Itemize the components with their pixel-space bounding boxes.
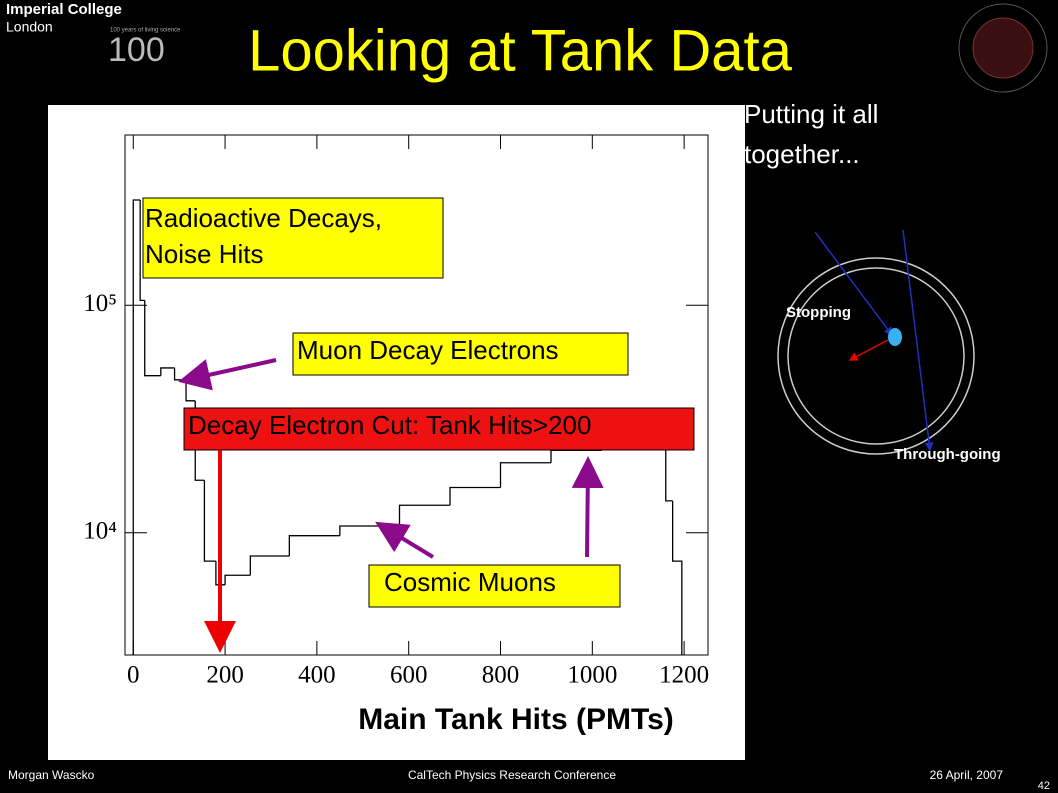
annotation: Radioactive Decays, <box>145 203 382 233</box>
footer: CalTech Physics Research Conference <box>408 768 616 782</box>
arrow <box>178 358 277 391</box>
x-tick-label: 400 <box>298 662 336 689</box>
x-tick-label: 1200 <box>659 662 709 689</box>
page-number: 42 <box>1038 780 1050 792</box>
histogram-bin <box>249 555 290 576</box>
globe <box>958 3 1048 93</box>
x-tick-label: 200 <box>206 662 244 689</box>
annotation: Muon Decay Electrons <box>297 335 559 365</box>
x-axis-label: Main Tank Hits (PMTs) <box>358 703 674 736</box>
y-tick-label: 10⁴ <box>83 517 117 544</box>
annotation: Decay Electron Cut: Tank Hits>200 <box>188 410 591 440</box>
arrow <box>571 456 604 558</box>
annotation: Cosmic Muons <box>384 567 556 597</box>
slide-title: Looking at Tank Data <box>248 18 793 83</box>
track <box>902 229 934 452</box>
histogram-bin <box>144 300 161 377</box>
logo-mark: 100 <box>108 31 165 69</box>
histogram-bin <box>203 480 216 562</box>
histogram-bin <box>139 200 145 302</box>
histogram-bin <box>224 574 251 585</box>
histogram-bin <box>215 561 226 586</box>
plot-frame <box>124 134 709 656</box>
annotation-box <box>368 564 621 608</box>
annotation-box <box>183 407 695 451</box>
diagram-label: Through-going <box>894 446 1001 463</box>
diagram-label: Stopping <box>786 304 851 321</box>
globe <box>972 17 1034 79</box>
stop-point <box>888 328 902 346</box>
histogram-bin <box>449 486 501 506</box>
annotation-box <box>292 332 629 376</box>
annotation: Noise Hits <box>145 239 263 269</box>
histogram-bin <box>672 500 683 655</box>
x-tick-label: 1000 <box>567 662 617 689</box>
histogram-bin <box>499 462 552 488</box>
y-tick-label: 10⁵ <box>83 290 117 317</box>
plot: 0 200 400 600 800 1000 1200 10⁴ 10⁵ <box>83 135 709 689</box>
x-tick-label: 800 <box>482 662 520 689</box>
x-tick-label: 0 <box>127 662 140 689</box>
histogram-bin <box>398 504 451 527</box>
logo-text: Imperial College <box>6 1 122 18</box>
arrow <box>375 521 435 559</box>
side-text: together... <box>744 139 860 169</box>
histogram-bin <box>288 535 340 556</box>
histogram-bin <box>132 199 141 655</box>
electron-track <box>848 339 889 361</box>
logo-text: London <box>6 19 53 35</box>
tank-outer <box>777 257 975 455</box>
side-text: Putting it all <box>744 99 878 129</box>
tank-inner <box>787 267 965 445</box>
footer: Morgan Wascko <box>8 768 95 782</box>
track <box>814 231 893 337</box>
x-tick-label: 600 <box>390 662 428 689</box>
annotation-box <box>142 197 444 279</box>
footer: 26 April, 2007 <box>930 768 1004 782</box>
logo-tagline: 100 years of living science <box>110 28 181 34</box>
histogram-bin <box>160 367 175 376</box>
